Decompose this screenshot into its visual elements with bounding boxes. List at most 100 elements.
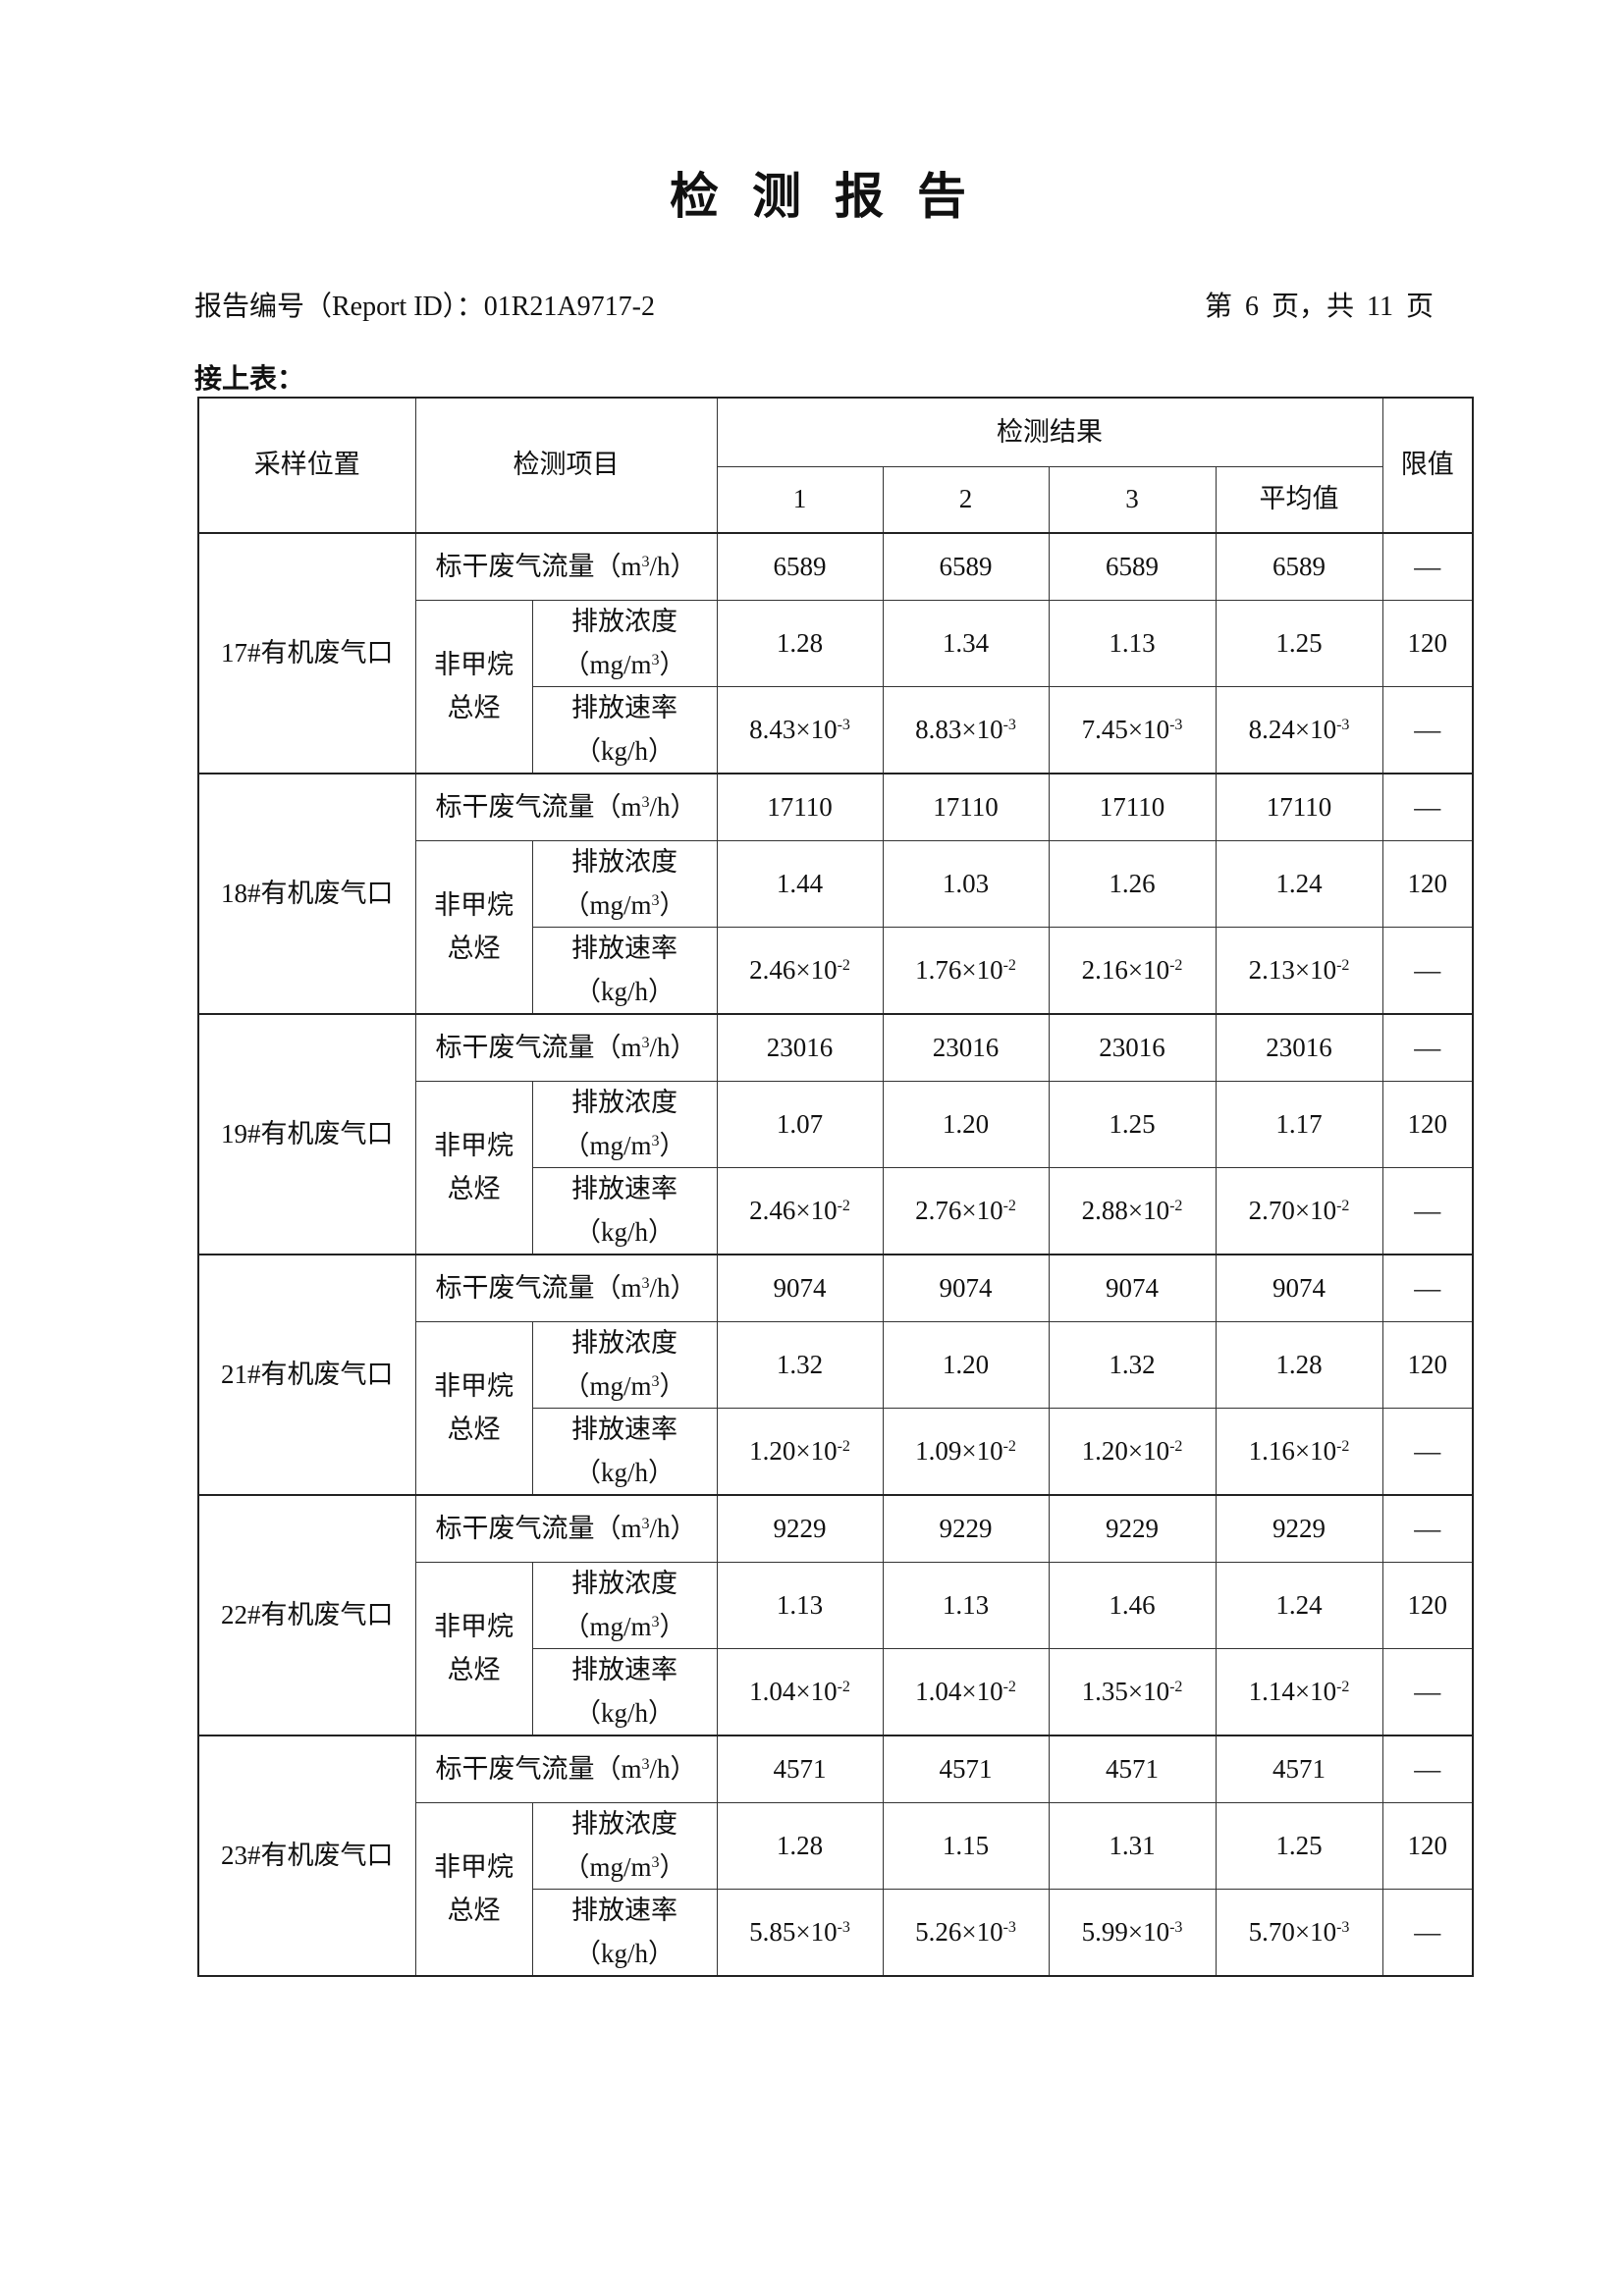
rate-value: 7.45×10-3 (1048, 686, 1217, 774)
rate-value: 2.70×10-2 (1215, 1167, 1383, 1255)
unit-sup: 3 (651, 651, 660, 668)
table-row-flow: 17#有机废气口 标干废气流量（m3/h） 6589 6589 6589 6589— (197, 532, 1474, 774)
rate-exponent: -2 (1169, 1437, 1183, 1455)
flow-value: 9074 (1048, 1254, 1217, 1322)
rate-mantissa: 1.04×10 (749, 1676, 838, 1706)
concentration-label-cell: 排放浓度 （mg/m3） (531, 1802, 718, 1890)
concentration-label-cell: 排放浓度 （mg/m3） (531, 1562, 718, 1649)
concentration-label: 排放浓度 (571, 1328, 677, 1359)
rate-value: 2.16×10-2 (1048, 927, 1217, 1015)
concentration-value: 1.26 (1048, 840, 1217, 928)
concentration-unit: （mg/m3） (533, 644, 717, 686)
concentration-label: 排放浓度 (571, 847, 677, 878)
header-run-3: 3 (1048, 466, 1217, 534)
rate-value: 1.20×10-2 (1048, 1408, 1217, 1496)
page-title: 检测报告 (670, 169, 1000, 224)
location-cell: 23#有机废气口 (197, 1735, 416, 1977)
rate-mantissa: 8.43×10 (749, 714, 838, 744)
concentration-label-cell: 排放浓度 （mg/m3） (531, 600, 718, 687)
pollutant-name: 非甲烷 (434, 650, 514, 680)
rate-label-cell: 排放速率 （kg/h） (531, 1648, 718, 1736)
unit-text-end: ） (659, 1851, 686, 1882)
concentration-unit: （mg/m3） (533, 1125, 717, 1167)
location-cell: 18#有机废气口 (197, 773, 416, 1015)
concentration-limit: 120 (1381, 1321, 1474, 1409)
flow-limit: — (1381, 1254, 1474, 1322)
concentration-value: 1.03 (882, 840, 1050, 928)
header-limit: 限值 (1381, 397, 1474, 534)
rate-exponent: -2 (837, 1197, 850, 1214)
flow-label: 标干废气流量（m (435, 791, 642, 822)
concentration-label: 排放浓度 (571, 1088, 677, 1118)
rate-exponent: -2 (1336, 1678, 1350, 1695)
flow-label: 标干废气流量（m (435, 1513, 642, 1543)
flow-value: 6589 (882, 532, 1050, 601)
rate-label: 排放速率 (571, 1174, 677, 1204)
concentration-value: 1.25 (1215, 1802, 1383, 1890)
rate-value: 1.04×10-2 (716, 1648, 884, 1736)
flow-label: 标干废气流量（m (435, 1272, 642, 1303)
unit-text: （mg/m (563, 889, 652, 920)
rate-mantissa: 1.14×10 (1248, 1676, 1337, 1706)
flow-unit-sup: 3 (641, 1755, 650, 1773)
rate-exponent: -3 (1336, 716, 1350, 733)
concentration-value: 1.25 (1215, 600, 1383, 687)
concentration-label: 排放浓度 (571, 1569, 677, 1599)
concentration-value: 1.20 (882, 1081, 1050, 1168)
rate-mantissa: 1.04×10 (915, 1676, 1003, 1706)
rate-value: 8.24×10-3 (1215, 686, 1383, 774)
concentration-value: 1.28 (716, 1802, 884, 1890)
rate-mantissa: 5.26×10 (915, 1916, 1003, 1947)
flow-value: 9229 (882, 1494, 1050, 1563)
pollutant-name-2: 总烃 (447, 1895, 501, 1925)
unit-text: （mg/m (563, 1851, 652, 1882)
rate-exponent: -2 (1002, 1197, 1016, 1214)
rate-mantissa: 2.13×10 (1248, 954, 1337, 985)
rate-mantissa: 5.70×10 (1248, 1916, 1337, 1947)
concentration-value: 1.17 (1215, 1081, 1383, 1168)
flow-value: 17110 (716, 773, 884, 841)
rate-unit: （kg/h） (573, 976, 675, 1006)
table-row-concentration: 非甲烷 总烃 排放浓度 （mg/m3） 1.13 1.13 1.46 1.24 120 (198, 1562, 1474, 1736)
rate-limit: — (1381, 1408, 1474, 1496)
rate-mantissa: 5.85×10 (749, 1916, 838, 1947)
rate-exponent: -2 (1336, 956, 1350, 974)
unit-sup: 3 (651, 1132, 660, 1149)
rate-mantissa: 5.99×10 (1081, 1916, 1170, 1947)
flow-unit-sup: 3 (641, 553, 650, 570)
concentration-value: 1.32 (1048, 1321, 1217, 1409)
location-cell: 21#有机废气口 (197, 1254, 416, 1496)
flow-value: 17110 (1215, 773, 1383, 841)
flow-value: 9229 (1215, 1494, 1383, 1563)
rate-mantissa: 2.76×10 (915, 1195, 1003, 1225)
unit-text: （mg/m (563, 1370, 652, 1401)
rate-limit: — (1381, 1889, 1474, 1977)
pollutant-name: 非甲烷 (434, 1371, 514, 1402)
rate-mantissa: 1.09×10 (915, 1435, 1003, 1466)
flow-value: 4571 (882, 1735, 1050, 1803)
rate-exponent: -3 (1002, 1918, 1016, 1936)
unit-text: （mg/m (563, 1130, 652, 1160)
table-row-flow: 23#有机废气口 标干废气流量（m3/h） 4571 4571 4571 4571— (197, 1735, 1474, 1977)
flow-value: 9074 (882, 1254, 1050, 1322)
flow-value: 4571 (716, 1735, 884, 1803)
rate-value: 2.46×10-2 (716, 927, 884, 1015)
flow-limit: — (1381, 1494, 1474, 1563)
concentration-value: 1.24 (1215, 840, 1383, 928)
pollutant-name: 非甲烷 (434, 1131, 514, 1161)
table-row-rate: 排放速率 （kg/h） 1.04×10-2 1.04×10-2 1.35×10-2 1.1… (198, 1648, 1474, 1736)
unit-text-end: ） (659, 649, 686, 679)
concentration-value: 1.15 (882, 1802, 1050, 1890)
unit-text-end: ） (659, 1370, 686, 1401)
rate-label: 排放速率 (571, 1415, 677, 1445)
header-location: 采样位置 (197, 397, 416, 534)
rate-mantissa: 8.24×10 (1248, 714, 1337, 744)
flow-label-cell: 标干废气流量（m3/h） (414, 1735, 718, 1803)
flow-label-end: /h） (649, 1513, 697, 1543)
flow-label-cell: 标干废气流量（m3/h） (414, 1013, 718, 1082)
unit-text-end: ） (659, 889, 686, 920)
rate-exponent: -3 (1169, 1918, 1183, 1936)
table-row-flow: 18#有机废气口 标干废气流量（m3/h） 17110 17110 17110 17110… (197, 773, 1474, 1015)
flow-value: 6589 (716, 532, 884, 601)
rate-value: 1.35×10-2 (1048, 1648, 1217, 1736)
